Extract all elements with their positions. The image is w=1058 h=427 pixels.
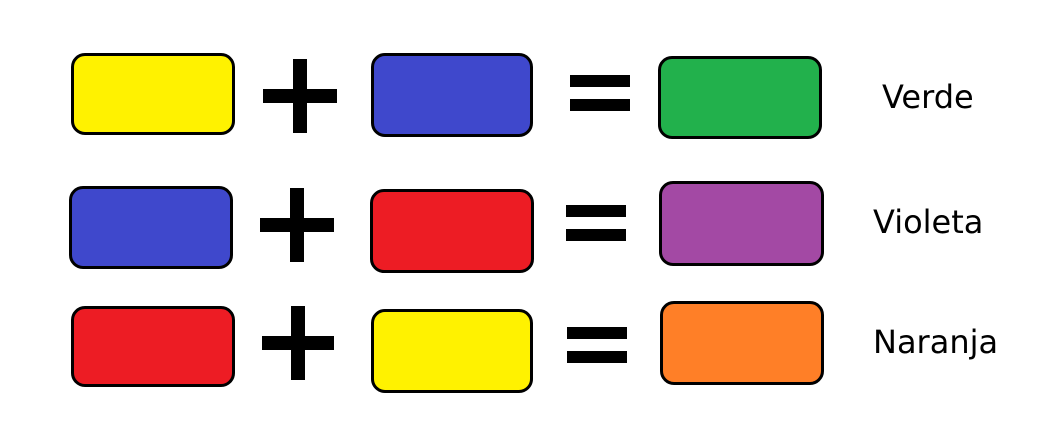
left-color-swatch xyxy=(71,53,235,135)
plus-sign-icon xyxy=(263,59,337,133)
result-label: Violeta xyxy=(873,203,984,241)
plus-sign-icon xyxy=(262,306,334,380)
plus-sign-icon xyxy=(260,188,334,262)
equals-sign-icon xyxy=(567,327,627,363)
result-label: Naranja xyxy=(873,323,999,361)
result-label: Verde xyxy=(882,78,974,116)
left-color-swatch xyxy=(69,186,233,269)
result-color-swatch xyxy=(660,301,824,385)
right-color-swatch xyxy=(371,53,533,137)
right-color-swatch xyxy=(370,189,534,273)
equals-sign-icon xyxy=(570,75,630,111)
result-color-swatch xyxy=(658,56,822,139)
result-color-swatch xyxy=(659,181,824,266)
right-color-swatch xyxy=(371,309,533,393)
left-color-swatch xyxy=(71,306,235,387)
equals-sign-icon xyxy=(566,205,626,241)
